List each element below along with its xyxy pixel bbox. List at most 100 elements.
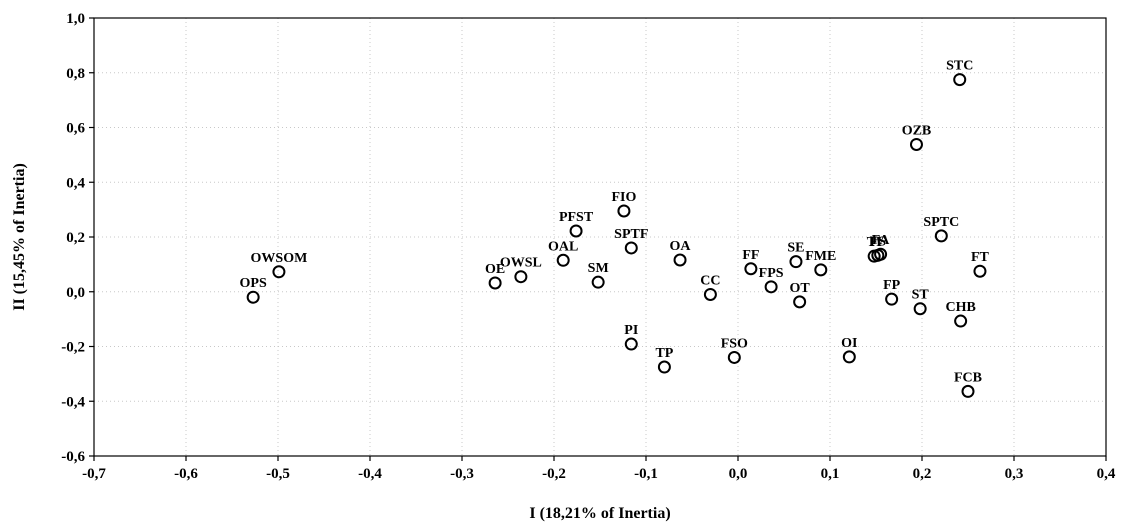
x-tick-label: -0,7 xyxy=(82,466,106,482)
x-tick-label: -0,2 xyxy=(542,466,566,482)
point-marker xyxy=(953,73,967,87)
point-marker xyxy=(789,255,803,269)
data-point: OWSL xyxy=(500,256,542,284)
point-marker xyxy=(793,295,807,309)
x-tick-label: -0,6 xyxy=(174,466,198,482)
data-point: FIO xyxy=(611,190,636,218)
point-marker xyxy=(744,262,758,276)
point-marker xyxy=(874,247,888,261)
point-label: OE xyxy=(485,262,505,277)
data-point: STC xyxy=(946,59,973,87)
point-marker xyxy=(842,350,856,364)
x-tick-label: 0,1 xyxy=(821,466,840,482)
x-tick-label: 0,4 xyxy=(1097,466,1116,482)
point-label: CHB xyxy=(945,300,975,315)
x-tick-label: -0,4 xyxy=(358,466,382,482)
point-marker xyxy=(961,384,975,398)
data-point: SE xyxy=(787,241,805,269)
point-marker xyxy=(954,314,968,328)
point-label: FSO xyxy=(721,336,748,351)
data-point: FSO xyxy=(721,336,748,364)
point-marker xyxy=(913,302,927,316)
y-tick-label: 0,6 xyxy=(66,121,85,137)
point-label: FF xyxy=(742,248,759,263)
data-point: FPS xyxy=(759,266,784,294)
data-point: FF xyxy=(742,248,759,276)
data-point: OE xyxy=(485,262,505,290)
x-tick-label: -0,5 xyxy=(266,466,290,482)
y-tick-labels: 1,0 0,8 0,6 0,4 0,2 0,0 -0,2 -0,4 -0,6 xyxy=(61,11,85,465)
point-label: FME xyxy=(805,249,836,264)
point-label: OWSOM xyxy=(251,251,308,266)
data-point: FA xyxy=(872,233,891,261)
y-tick-label: -0,2 xyxy=(61,340,85,356)
point-marker xyxy=(556,253,570,267)
x-tick-label: -0,3 xyxy=(450,466,474,482)
point-label: FPS xyxy=(759,266,784,281)
point-label: TI xyxy=(867,235,882,250)
point-label: TP xyxy=(655,346,673,361)
point-label: SPTF xyxy=(614,227,648,242)
point-label: OPS xyxy=(240,276,267,291)
axis-ticks xyxy=(89,17,1107,461)
point-label: OT xyxy=(790,281,811,296)
point-marker xyxy=(909,137,923,151)
point-marker xyxy=(703,287,717,301)
point-marker xyxy=(973,264,987,278)
point-marker xyxy=(657,360,671,374)
data-point: FCB xyxy=(954,370,982,398)
point-marker xyxy=(624,337,638,351)
point-label: OI xyxy=(841,336,857,351)
point-label: OZB xyxy=(902,123,932,138)
point-label: FIO xyxy=(611,190,636,205)
y-tick-label: -0,4 xyxy=(61,394,85,410)
point-label: PFST xyxy=(559,210,594,225)
point-label: FCB xyxy=(954,370,982,385)
data-point: OAL xyxy=(548,239,578,267)
point-marker xyxy=(488,276,502,290)
y-tick-label: -0,6 xyxy=(61,449,85,465)
point-marker xyxy=(727,350,741,364)
point-marker xyxy=(814,263,828,277)
data-point: PFST xyxy=(559,210,594,238)
x-tick-label: 0,3 xyxy=(1005,466,1024,482)
data-point: ST xyxy=(912,288,929,316)
y-tick-label: 1,0 xyxy=(66,11,85,27)
point-label: SE xyxy=(787,241,804,256)
point-label: SM xyxy=(588,261,609,276)
point-label: FS xyxy=(870,234,887,249)
point-marker xyxy=(569,224,583,238)
data-point: CHB xyxy=(945,300,976,328)
data-point: FP xyxy=(883,278,901,306)
point-marker xyxy=(885,292,899,306)
data-point: TP xyxy=(655,346,674,374)
y-tick-label: 0,8 xyxy=(66,66,85,82)
point-marker xyxy=(673,253,687,267)
data-point: OA xyxy=(670,239,692,267)
point-label: SPTC xyxy=(923,215,959,230)
point-label: FP xyxy=(883,278,901,293)
y-tick-label: 0,0 xyxy=(66,285,85,301)
point-marker xyxy=(272,265,286,279)
grid xyxy=(94,18,1106,456)
data-point: SPTF xyxy=(614,227,648,255)
point-marker xyxy=(617,204,631,218)
y-axis-label: II (15,45% of Inertia) xyxy=(11,163,28,311)
point-label: OAL xyxy=(548,239,578,254)
point-marker xyxy=(764,280,778,294)
point-marker xyxy=(624,241,638,255)
point-label: OWSL xyxy=(500,256,542,271)
point-label: FT xyxy=(971,250,990,265)
x-tick-label: 0,2 xyxy=(913,466,932,482)
point-label: FA xyxy=(872,233,891,248)
point-label: OA xyxy=(670,239,692,254)
point-label: CC xyxy=(700,273,720,288)
data-point: OZB xyxy=(902,123,932,151)
data-point: FME xyxy=(805,249,836,277)
data-point: SPTC xyxy=(923,215,959,243)
data-point: OWSOM xyxy=(251,251,308,279)
point-label: STC xyxy=(946,59,973,74)
x-tick-label: -0,1 xyxy=(634,466,658,482)
data-point: FT xyxy=(971,250,990,278)
